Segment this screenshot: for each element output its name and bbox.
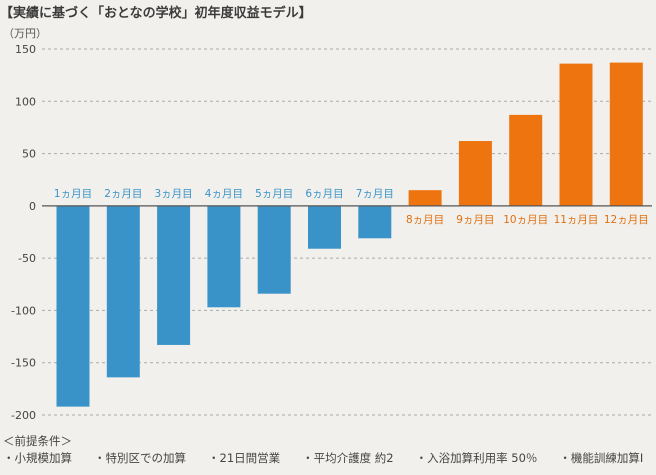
bar (56, 205, 90, 407)
condition-item: ・平均介護度 約2 (302, 451, 394, 465)
bar-category-label: 3ヵ月目 (155, 188, 193, 200)
y-tick-label: 150 (15, 43, 36, 56)
y-axis-unit: （万円） (3, 27, 47, 40)
bar-category-label: 12ヵ月目 (604, 214, 649, 226)
bar (559, 63, 593, 206)
bar-chart: 150 100 50 0 -50 -100 -150 -200 1ヵ月目 2ヵ月目 3ヵ月目 4ヵ月目… (11, 43, 652, 422)
conditions-heading: ＜前提条件＞ (3, 434, 72, 448)
bar (458, 141, 492, 206)
y-tick-label: -200 (11, 409, 36, 422)
y-tick-label: 50 (22, 148, 36, 161)
condition-item: ・特別区での加算 (94, 451, 186, 465)
bar (157, 205, 191, 345)
y-tick-label: -100 (11, 304, 36, 317)
bar (509, 114, 543, 206)
bar (257, 205, 291, 294)
y-tick-label: -50 (18, 252, 36, 265)
bar-category-label: 8ヵ月目 (406, 214, 444, 226)
conditions-list: ・小規模加算 ・特別区での加算 ・21日間営業 ・平均介護度 約2 ・入浴加算利用率 5… (3, 450, 656, 467)
condition-item: ・入浴加算利用率 50％ (415, 451, 538, 465)
y-tick-label: 100 (15, 95, 36, 108)
bar (207, 205, 241, 308)
bar-category-label: 5ヵ月目 (255, 188, 293, 200)
bar (609, 62, 643, 206)
bar-category-label: 1ヵ月目 (54, 188, 92, 200)
bar-category-label: 10ヵ月目 (503, 214, 548, 226)
bar (308, 205, 341, 249)
bar-category-label: 7ヵ月目 (356, 188, 394, 200)
bar (106, 205, 140, 378)
condition-item: ・21日間営業 (208, 451, 281, 465)
y-tick-label: -150 (11, 357, 36, 370)
bar-category-label: 4ヵ月目 (205, 188, 243, 200)
bar-category-label: 9ヵ月目 (456, 214, 494, 226)
chart-title: 【実績に基づく「おとなの学校」初年度収益モデル】 (0, 6, 312, 21)
y-tick-label: 0 (29, 200, 36, 213)
condition-item: ・小規模加算 (3, 451, 72, 465)
bar-category-label: 6ヵ月目 (305, 188, 343, 200)
bar (358, 205, 392, 239)
bar-category-label: 11ヵ月目 (554, 214, 599, 226)
bar (408, 190, 442, 206)
conditions-notes: ＜前提条件＞ ・小規模加算 ・特別区での加算 ・21日間営業 ・平均介護度 約2 ・入浴… (3, 433, 656, 467)
condition-item: ・機能訓練加算Ⅰ (559, 451, 644, 465)
bar-category-label: 2ヵ月目 (104, 188, 142, 200)
